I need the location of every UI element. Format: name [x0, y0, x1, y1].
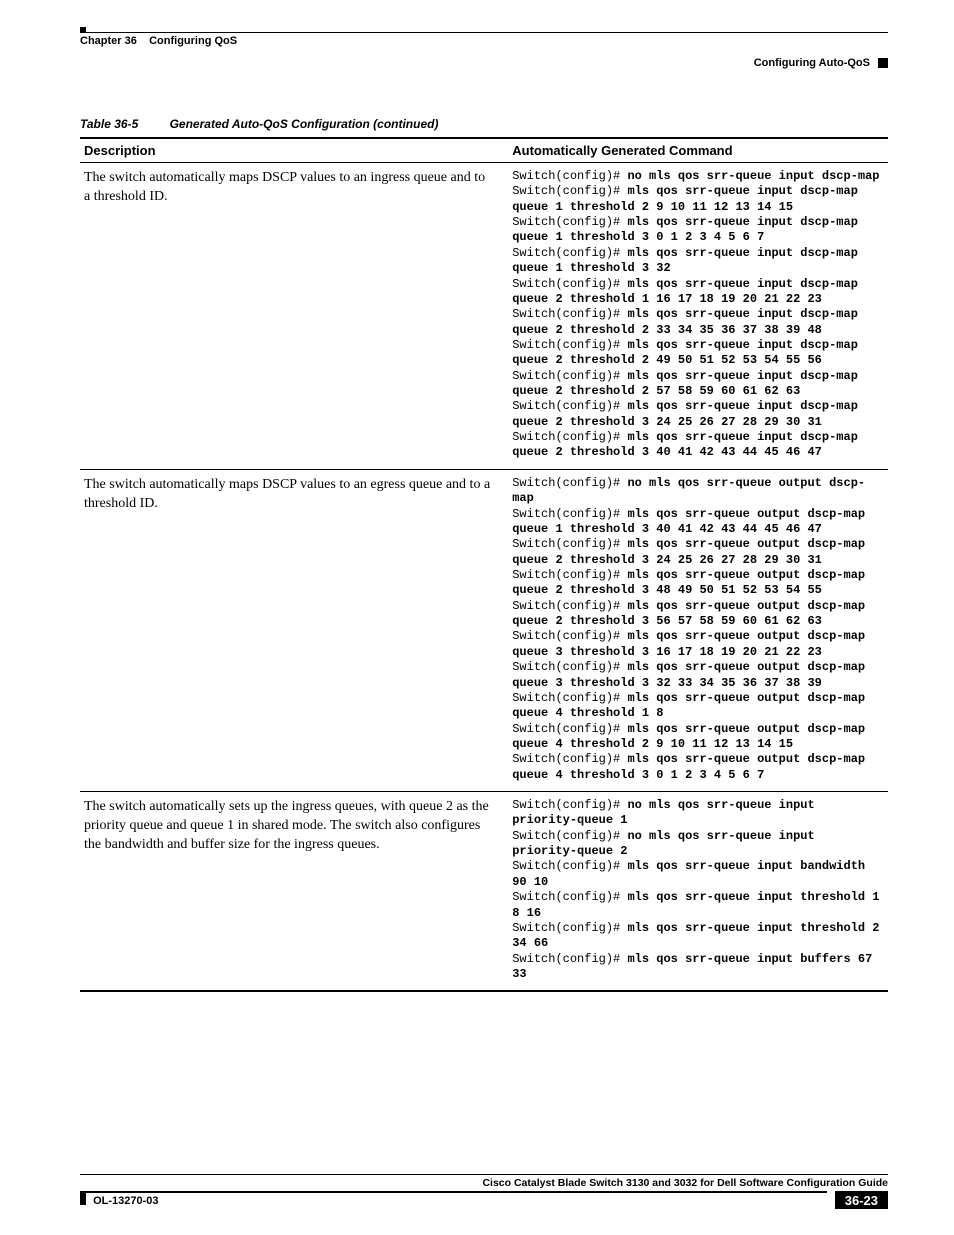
qos-table: Description Automatically Generated Comm… [80, 137, 888, 992]
cmd-prompt: Switch(config)# [512, 568, 627, 582]
section-title: Configuring Auto-QoS [754, 57, 870, 69]
cmd-bold: no mls qos srr-queue input dscp-map [627, 169, 879, 183]
footer-bar: OL-13270-03 36-23 [80, 1191, 888, 1209]
cmd-prompt: Switch(config)# [512, 921, 627, 935]
cmd-prompt: Switch(config)# [512, 369, 627, 383]
table-row: The switch automatically maps DSCP value… [80, 469, 888, 791]
chapter-title: Configuring QoS [149, 35, 237, 47]
cmd-prompt: Switch(config)# [512, 798, 627, 812]
cmd-prompt: Switch(config)# [512, 430, 627, 444]
cmd-prompt: Switch(config)# [512, 338, 627, 352]
cmd-prompt: Switch(config)# [512, 829, 627, 843]
document-page: Chapter 36 Configuring QoS Configuring A… [0, 0, 954, 1235]
cmd-prompt: Switch(config)# [512, 507, 627, 521]
cmd-prompt: Switch(config)# [512, 399, 627, 413]
cell-commands: Switch(config)# no mls qos srr-queue inp… [508, 163, 888, 470]
cmd-prompt: Switch(config)# [512, 691, 627, 705]
cmd-prompt: Switch(config)# [512, 537, 627, 551]
cmd-prompt: Switch(config)# [512, 660, 627, 674]
cmd-prompt: Switch(config)# [512, 890, 627, 904]
cmd-prompt: Switch(config)# [512, 599, 627, 613]
header-tick-icon [80, 27, 86, 33]
cmd-prompt: Switch(config)# [512, 215, 627, 229]
cmd-prompt: Switch(config)# [512, 246, 627, 260]
cmd-prompt: Switch(config)# [512, 307, 627, 321]
cmd-prompt: Switch(config)# [512, 752, 627, 766]
cmd-prompt: Switch(config)# [512, 277, 627, 291]
table-caption: Table 36-5 Generated Auto-QoS Configurat… [80, 117, 888, 131]
table-row: The switch automatically maps DSCP value… [80, 163, 888, 470]
cell-description: The switch automatically maps DSCP value… [80, 163, 508, 470]
cmd-prompt: Switch(config)# [512, 952, 627, 966]
chapter-label: Chapter 36 [80, 35, 137, 47]
header-rule [80, 32, 888, 33]
footer-guide-title: Cisco Catalyst Blade Switch 3130 and 303… [80, 1174, 888, 1189]
header-right-row: Configuring Auto-QoS [80, 57, 888, 69]
cmd-prompt: Switch(config)# [512, 184, 627, 198]
table-header-row: Description Automatically Generated Comm… [80, 138, 888, 163]
cmd-prompt: Switch(config)# [512, 476, 627, 490]
cell-description: The switch automatically sets up the ing… [80, 792, 508, 992]
running-header: Chapter 36 Configuring QoS [80, 33, 888, 51]
col-description: Description [80, 138, 508, 163]
table-number: Table 36-5 [80, 117, 138, 131]
footer-tick-icon [80, 1191, 86, 1205]
table-row: The switch automatically sets up the ing… [80, 792, 888, 992]
cell-commands: Switch(config)# no mls qos srr-queue out… [508, 469, 888, 791]
cmd-prompt: Switch(config)# [512, 169, 627, 183]
cell-description: The switch automatically maps DSCP value… [80, 469, 508, 791]
cmd-prompt: Switch(config)# [512, 629, 627, 643]
table-title-text: Generated Auto-QoS Configuration (contin… [170, 117, 439, 131]
doc-id-text: OL-13270-03 [93, 1195, 158, 1207]
cmd-prompt: Switch(config)# [512, 859, 627, 873]
header-left: Chapter 36 Configuring QoS [80, 35, 237, 47]
cell-commands: Switch(config)# no mls qos srr-queue inp… [508, 792, 888, 992]
page-footer: Cisco Catalyst Blade Switch 3130 and 303… [80, 1174, 888, 1209]
footer-page-number: 36-23 [835, 1191, 888, 1209]
col-command: Automatically Generated Command [508, 138, 888, 163]
footer-doc-id: OL-13270-03 [80, 1191, 827, 1209]
cmd-prompt: Switch(config)# [512, 722, 627, 736]
square-icon [878, 58, 888, 68]
